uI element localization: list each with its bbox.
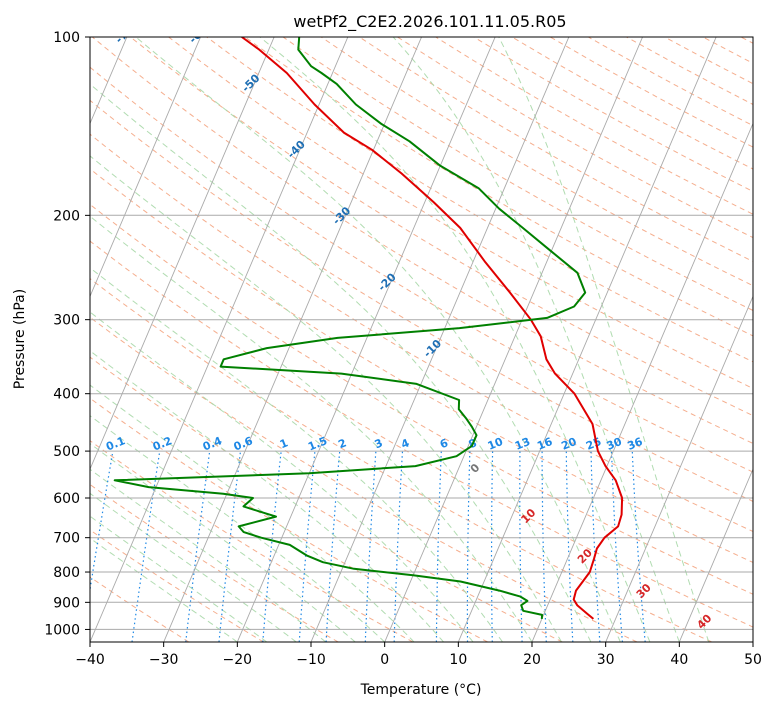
dry-adiabat xyxy=(0,37,488,642)
isotherm-label: 40 xyxy=(694,611,714,631)
y-tick-label: 100 xyxy=(53,30,80,46)
dry-adiabat xyxy=(0,37,338,642)
mixing-ratio-line xyxy=(520,451,522,642)
dewpoint-line xyxy=(115,37,586,619)
dry-adiabat xyxy=(0,37,189,642)
moist-adiabat xyxy=(0,37,414,642)
mixing-ratio-line xyxy=(467,451,470,642)
x-tick-label: −10 xyxy=(296,652,326,668)
mixing-ratio-label: 1 xyxy=(278,436,290,451)
mixing-ratio-line xyxy=(566,451,573,642)
moist-adiabat xyxy=(0,37,444,642)
moist-adiabat xyxy=(260,37,650,642)
y-tick-label: 300 xyxy=(53,313,80,329)
y-tick-label: 200 xyxy=(53,208,80,224)
mixing-ratio-label: 25 xyxy=(584,435,603,453)
background-lines xyxy=(0,10,775,654)
dry-adiabat xyxy=(169,37,775,642)
isotherm-label: -30 xyxy=(330,204,353,227)
mixing-ratio-label: 6 xyxy=(438,436,450,451)
mixing-ratio-label: 20 xyxy=(559,435,578,453)
isotherm-label: 10 xyxy=(518,506,538,526)
dry-adiabat xyxy=(0,37,264,642)
isotherm-line xyxy=(159,10,434,654)
isotherm-line xyxy=(674,10,775,654)
moist-adiabat xyxy=(0,37,296,642)
moist-adiabat xyxy=(0,37,237,642)
moist-adiabat xyxy=(0,37,532,642)
moist-adiabat xyxy=(0,37,326,642)
isotherm-label: 0 xyxy=(468,461,483,476)
dry-adiabat xyxy=(207,37,775,642)
isotherm-line xyxy=(0,10,65,654)
moist-adiabat xyxy=(0,37,561,642)
isotherm-line xyxy=(748,10,775,654)
x-axis-label: Temperature (°C) xyxy=(360,682,482,698)
isotherm-label: -20 xyxy=(376,270,399,293)
mixing-ratio-label: 36 xyxy=(625,435,644,453)
moist-adiabat xyxy=(0,37,473,642)
isotherm-label: -40 xyxy=(285,138,308,161)
dry-adiabat xyxy=(0,37,712,642)
chart-title: wetPf2_C2E2.2026.101.11.05.R05 xyxy=(293,12,566,32)
isotherm-line xyxy=(601,10,775,654)
dry-adiabat xyxy=(0,37,562,642)
mixing-ratio-line xyxy=(492,451,493,642)
dry-adiabat xyxy=(359,37,775,642)
mixing-ratio-line xyxy=(299,451,315,642)
dry-adiabat xyxy=(665,37,775,642)
y-tick-label: 600 xyxy=(53,491,80,507)
isotherm-line xyxy=(232,10,507,654)
mixing-ratio-line xyxy=(365,451,376,642)
y-tick-label: 1000 xyxy=(44,622,80,638)
dry-adiabat xyxy=(741,37,775,642)
dry-adiabat xyxy=(436,37,775,642)
mixing-ratio-label: 3 xyxy=(373,436,385,451)
mixing-ratio-label: 16 xyxy=(535,435,554,453)
mixing-ratio-line xyxy=(82,451,113,642)
isotherm-label: -60 xyxy=(186,23,209,46)
isotherm-line xyxy=(85,10,360,654)
mixing-ratio-label: 2 xyxy=(336,436,348,451)
mixing-ratio-line xyxy=(436,451,441,642)
isotherm-label: -70 xyxy=(113,23,136,46)
x-tick-label: 20 xyxy=(523,652,541,668)
dry-adiabat xyxy=(0,37,413,642)
isotherm-label: -50 xyxy=(239,71,262,94)
dry-adiabat xyxy=(512,37,775,642)
x-tick-label: 0 xyxy=(380,652,389,668)
mixing-ratio-line xyxy=(186,451,210,642)
mixing-ratio-label: 13 xyxy=(513,435,532,453)
y-tick-label: 500 xyxy=(53,444,80,460)
x-tick-label: −30 xyxy=(149,652,179,668)
y-axis-label: Pressure (hPa) xyxy=(12,289,28,389)
plot-frame xyxy=(90,37,753,642)
dry-adiabat xyxy=(283,37,775,642)
x-tick-label: −40 xyxy=(75,652,105,668)
dry-adiabat xyxy=(130,37,775,642)
y-tick-label: 700 xyxy=(53,531,80,547)
moist-adiabat xyxy=(0,37,355,642)
x-tick-label: −20 xyxy=(223,652,253,668)
x-tick-label: 50 xyxy=(744,652,762,668)
x-tick-label: 40 xyxy=(670,652,688,668)
mixing-ratio-label: 4 xyxy=(399,436,411,451)
x-tick-label: 30 xyxy=(597,652,615,668)
y-tick-label: 800 xyxy=(53,565,80,581)
dry-adiabat xyxy=(703,37,775,642)
x-tick-label: 10 xyxy=(449,652,467,668)
y-tick-label: 900 xyxy=(53,595,80,611)
moist-adiabat xyxy=(0,37,267,642)
isotherm-label: 30 xyxy=(634,581,654,601)
y-tick-label: 400 xyxy=(53,387,80,403)
mixing-ratio-line xyxy=(219,451,241,642)
